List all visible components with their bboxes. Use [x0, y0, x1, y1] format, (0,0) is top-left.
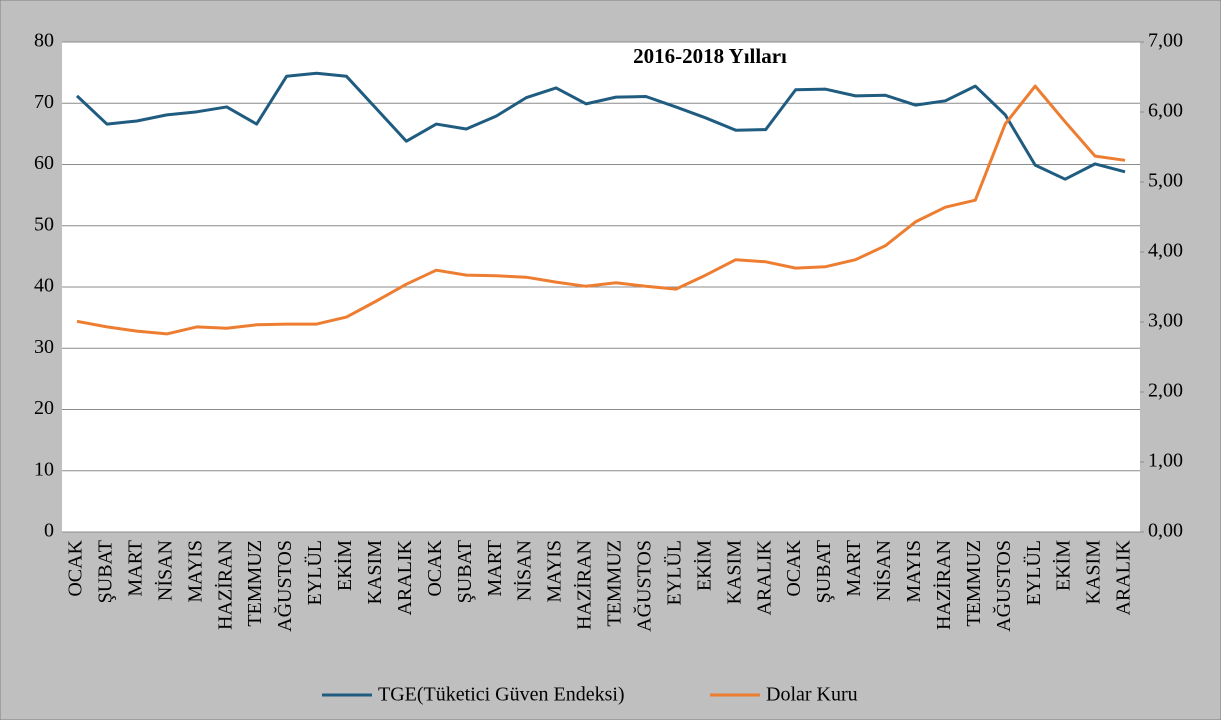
- y2-tick-label: 6,00: [1148, 100, 1183, 122]
- x-tick-label: NİSAN: [153, 540, 176, 601]
- y2-tick-label: 4,00: [1148, 240, 1183, 262]
- y2-tick-label: 3,00: [1148, 310, 1183, 332]
- x-tick-label: TEMMUZ: [604, 540, 626, 627]
- x-tick-label: ARALIK: [394, 539, 416, 615]
- y-tick-label: 60: [34, 152, 54, 174]
- x-tick-label: ŞUBAT: [813, 540, 835, 603]
- x-tick-label: KASIM: [1083, 540, 1105, 605]
- x-tick-label: MAYIS: [903, 540, 925, 603]
- x-tick-label: EKİM: [1052, 540, 1075, 591]
- x-tick-label: MART: [124, 540, 146, 597]
- x-tick-label: EYLÜL: [1022, 540, 1045, 606]
- x-tick-label: EKİM: [333, 540, 356, 591]
- x-tick-label: EYLÜL: [662, 540, 685, 606]
- legend-label: TGE(Tüketici Güven Endeksi): [378, 684, 625, 706]
- x-tick-label: TEMMUZ: [244, 540, 266, 627]
- x-tick-label: AĞUSTOS: [633, 540, 656, 632]
- x-tick-label: HAZİRAN: [213, 540, 236, 630]
- x-tick-label: OCAK: [424, 539, 446, 596]
- y-tick-label: 0: [44, 520, 54, 542]
- y-tick-label: 20: [34, 397, 54, 419]
- x-tick-label: EYLÜL: [303, 540, 326, 606]
- x-tick-label: NİSAN: [872, 540, 895, 601]
- x-tick-label: HAZİRAN: [573, 540, 596, 630]
- y2-tick-label: 5,00: [1148, 170, 1183, 192]
- x-tick-label: ŞUBAT: [454, 540, 476, 603]
- x-tick-label: ŞUBAT: [95, 540, 117, 603]
- x-tick-label: MART: [484, 540, 506, 597]
- chart-title: 2016-2018 Yılları: [633, 44, 787, 68]
- series-line: [75, 71, 1126, 181]
- x-tick-label: MAYIS: [544, 540, 566, 603]
- x-tick-label: EKİM: [692, 540, 715, 591]
- x-tick-label: TEMMUZ: [963, 540, 985, 627]
- series-line: [76, 84, 1126, 336]
- x-tick-label: HAZİRAN: [932, 540, 955, 630]
- y2-tick-label: 2,00: [1148, 380, 1183, 402]
- x-tick-label: KASIM: [723, 540, 745, 605]
- x-tick-label: OCAK: [783, 539, 805, 596]
- x-tick-label: MART: [843, 540, 865, 597]
- y-tick-label: 80: [34, 30, 54, 52]
- x-tick-label: KASIM: [364, 540, 386, 605]
- x-tick-label: AĞUSTOS: [992, 540, 1015, 632]
- x-tick-label: ARALIK: [1113, 539, 1135, 615]
- y-tick-label: 40: [34, 275, 54, 297]
- legend-label: Dolar Kuru: [766, 684, 858, 706]
- x-tick-label: NİSAN: [513, 540, 536, 601]
- x-tick-label: OCAK: [65, 539, 87, 596]
- x-tick-label: AĞUSTOS: [273, 540, 296, 632]
- y2-tick-label: 7,00: [1148, 30, 1183, 52]
- y2-tick-label: 1,00: [1148, 450, 1183, 472]
- y-tick-label: 50: [34, 213, 54, 235]
- x-tick-label: MAYIS: [184, 540, 206, 603]
- y-tick-label: 10: [34, 458, 54, 480]
- y2-tick-label: 0,00: [1148, 520, 1183, 542]
- x-tick-label: ARALIK: [753, 539, 775, 615]
- y-tick-label: 30: [34, 336, 54, 358]
- y-tick-label: 70: [34, 91, 54, 113]
